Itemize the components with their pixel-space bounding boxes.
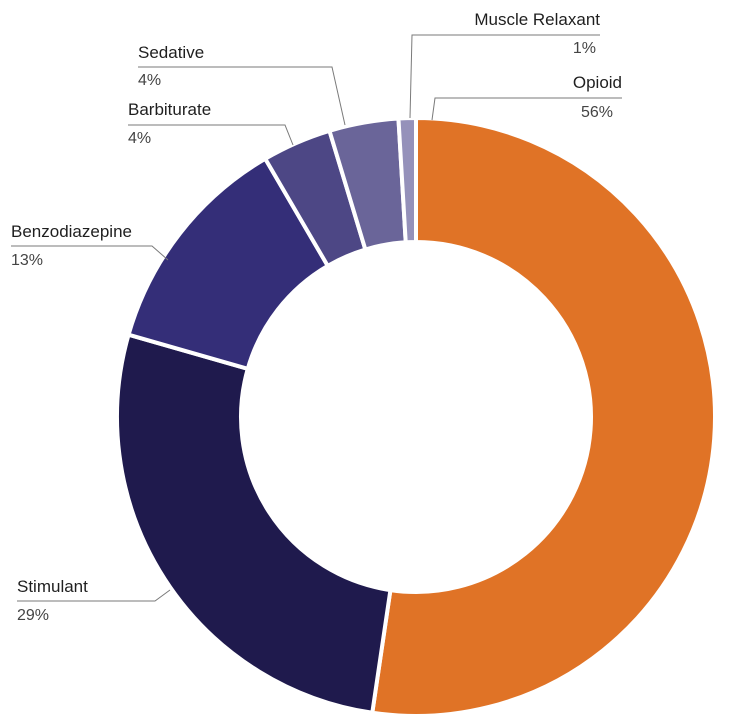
label-benzodiazepine: Benzodiazepine bbox=[11, 222, 132, 241]
slice-labels: Opioid 56% Muscle Relaxant 1% Sedative 4… bbox=[11, 10, 622, 624]
leader-line-muscle-relaxant bbox=[409, 34, 600, 119]
label-sedative: Sedative bbox=[138, 43, 204, 62]
label-muscle-relaxant: Muscle Relaxant bbox=[474, 10, 600, 29]
leader-line-sedative bbox=[138, 66, 346, 126]
label-opioid: Opioid bbox=[573, 73, 622, 92]
leader-line-opioid bbox=[431, 97, 622, 121]
label-barbiturate: Barbiturate bbox=[128, 100, 211, 119]
leader-line-stimulant bbox=[17, 589, 171, 602]
slice-muscle-relaxant bbox=[396, 116, 418, 245]
value-benzodiazepine: 13% bbox=[11, 252, 43, 269]
value-stimulant: 29% bbox=[17, 607, 49, 624]
value-muscle-relaxant: 1% bbox=[573, 40, 596, 57]
leader-line-barbiturate bbox=[128, 124, 294, 146]
leader-line-benzodiazepine bbox=[11, 245, 169, 261]
value-sedative: 4% bbox=[138, 72, 161, 89]
value-opioid: 56% bbox=[581, 104, 613, 121]
slice-stimulant bbox=[115, 332, 393, 715]
slice-opioid bbox=[370, 116, 717, 718]
donut-slices bbox=[115, 116, 717, 718]
label-stimulant: Stimulant bbox=[17, 577, 88, 596]
value-barbiturate: 4% bbox=[128, 130, 151, 147]
